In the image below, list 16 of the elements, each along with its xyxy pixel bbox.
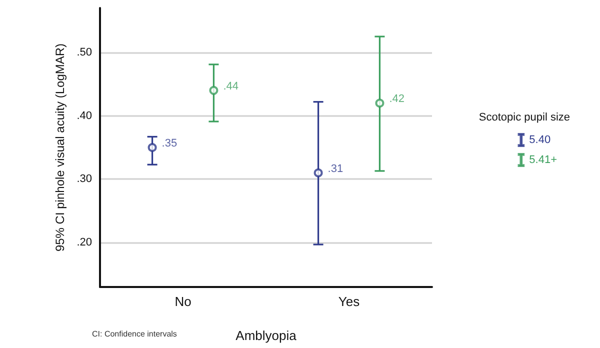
y-tick-label: .20 xyxy=(76,236,92,249)
data-label: .44 xyxy=(223,80,239,92)
legend-label: 5.41+ xyxy=(529,154,558,166)
legend-title: Scotopic pupil size xyxy=(478,112,570,124)
y-tick-label: .50 xyxy=(76,46,92,58)
y-tick-label: .30 xyxy=(76,173,92,186)
data-label: .42 xyxy=(389,93,405,106)
data-label: .35 xyxy=(162,138,178,150)
y-tick-label: .40 xyxy=(76,110,92,122)
text: CI: Confidence intervals xyxy=(92,330,177,338)
legend-label: 5.40 xyxy=(529,134,551,146)
x-tick-label: Yes xyxy=(338,294,360,309)
x-tick-label: No xyxy=(174,294,192,309)
x-axis-title: Amblyopia xyxy=(236,328,298,343)
y-axis-title: 95% CI pinhole visual acuity (LogMAR) xyxy=(52,43,67,252)
data-label: .31 xyxy=(328,162,344,175)
